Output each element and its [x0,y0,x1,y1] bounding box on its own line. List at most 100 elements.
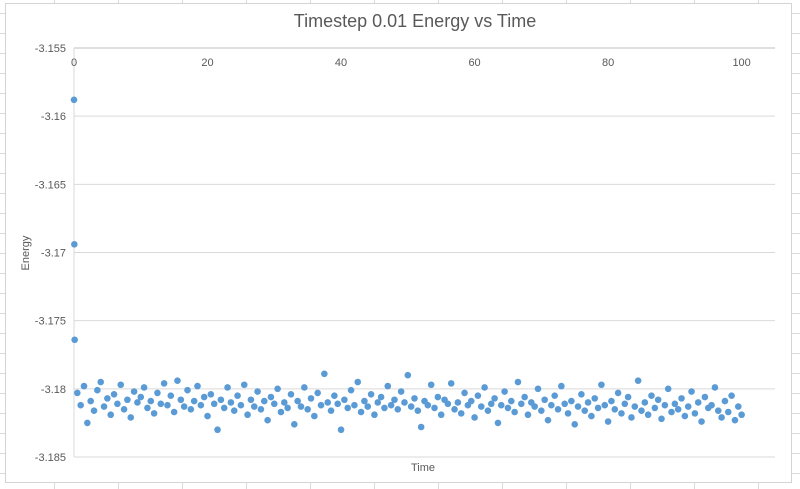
data-point [104,395,111,402]
y-tick-label: -3.165 [35,179,66,191]
data-point [71,336,78,344]
x-tick-label: 60 [468,57,480,69]
data-point [434,393,442,401]
y-tick-label: -3.18 [41,384,66,396]
data-point [688,388,695,395]
data-point [538,407,545,414]
data-point [401,399,408,406]
data-point [558,382,565,390]
data-point [130,388,138,395]
data-point [427,381,435,389]
data-point [84,419,91,427]
y-axis-label: Energy [20,235,32,270]
data-point [601,401,609,409]
data-point [94,386,101,394]
data-point [691,410,699,417]
data-point [624,393,632,401]
data-point [190,397,198,405]
data-point [708,401,715,409]
data-point [644,411,652,419]
data-point [184,386,191,394]
data-point [474,392,482,399]
data-point [194,382,201,390]
data-point [571,420,579,428]
data-point [497,401,505,409]
data-point [254,388,261,395]
data-point [614,389,622,397]
data-point [327,407,335,414]
data-point [518,400,525,408]
data-point [591,395,599,402]
data-point [100,403,108,410]
data-point [397,388,405,395]
data-point [618,410,625,417]
x-axis-ticks: 0 20 40 60 80 100 [71,57,751,69]
data-point [217,396,225,404]
data-point [160,380,168,387]
data-point [394,405,402,413]
y-tick-label: -3.175 [35,316,66,328]
data-point [297,403,305,410]
data-point [240,381,248,389]
data-point [487,400,495,408]
data-point [381,404,388,412]
data-point [361,397,368,405]
x-tick-label: 100 [732,57,750,69]
data-point [377,393,385,401]
data-point [734,403,742,410]
data-point [494,419,502,427]
data-point [714,407,722,414]
data-point [294,397,301,405]
data-point [250,403,258,410]
data-point [541,396,548,404]
data-point [334,400,342,408]
data-point [317,401,325,409]
data-point [97,378,105,386]
data-point [214,426,221,434]
data-point [187,405,195,413]
data-point [621,400,629,408]
data-point [177,396,185,404]
data-point [477,403,485,410]
data-point [678,395,685,402]
data-point [77,401,84,409]
data-point [648,392,655,399]
data-point [357,408,365,416]
gridlines [73,47,775,458]
data-point [127,414,135,421]
data-point [137,393,145,401]
data-point [701,393,709,401]
data-point [554,405,562,413]
data-point [461,389,468,397]
data-point [244,411,251,419]
data-point [170,408,178,416]
data-point [484,407,492,414]
x-tick-label: 20 [201,57,213,69]
y-tick-label: -3.16 [41,111,66,123]
data-point [561,400,568,408]
data-point [354,378,362,386]
data-point [157,400,165,408]
data-point [524,411,532,419]
data-point [374,399,382,406]
data-point [274,385,281,393]
data-point [227,399,235,406]
data-point [548,401,555,409]
data-point [641,399,649,406]
data-point [387,401,395,409]
data-point [70,96,78,104]
data-point [324,399,331,406]
data-point [431,404,438,412]
data-point [384,382,392,390]
data-point [71,241,78,248]
data-point [534,385,542,393]
data-point [167,392,175,399]
data-point [87,397,94,405]
data-point [514,378,522,386]
data-point [671,400,679,408]
data-point [651,404,659,412]
data-point [658,415,665,423]
y-tick-label: -3.185 [35,452,66,464]
data-point [564,410,572,417]
